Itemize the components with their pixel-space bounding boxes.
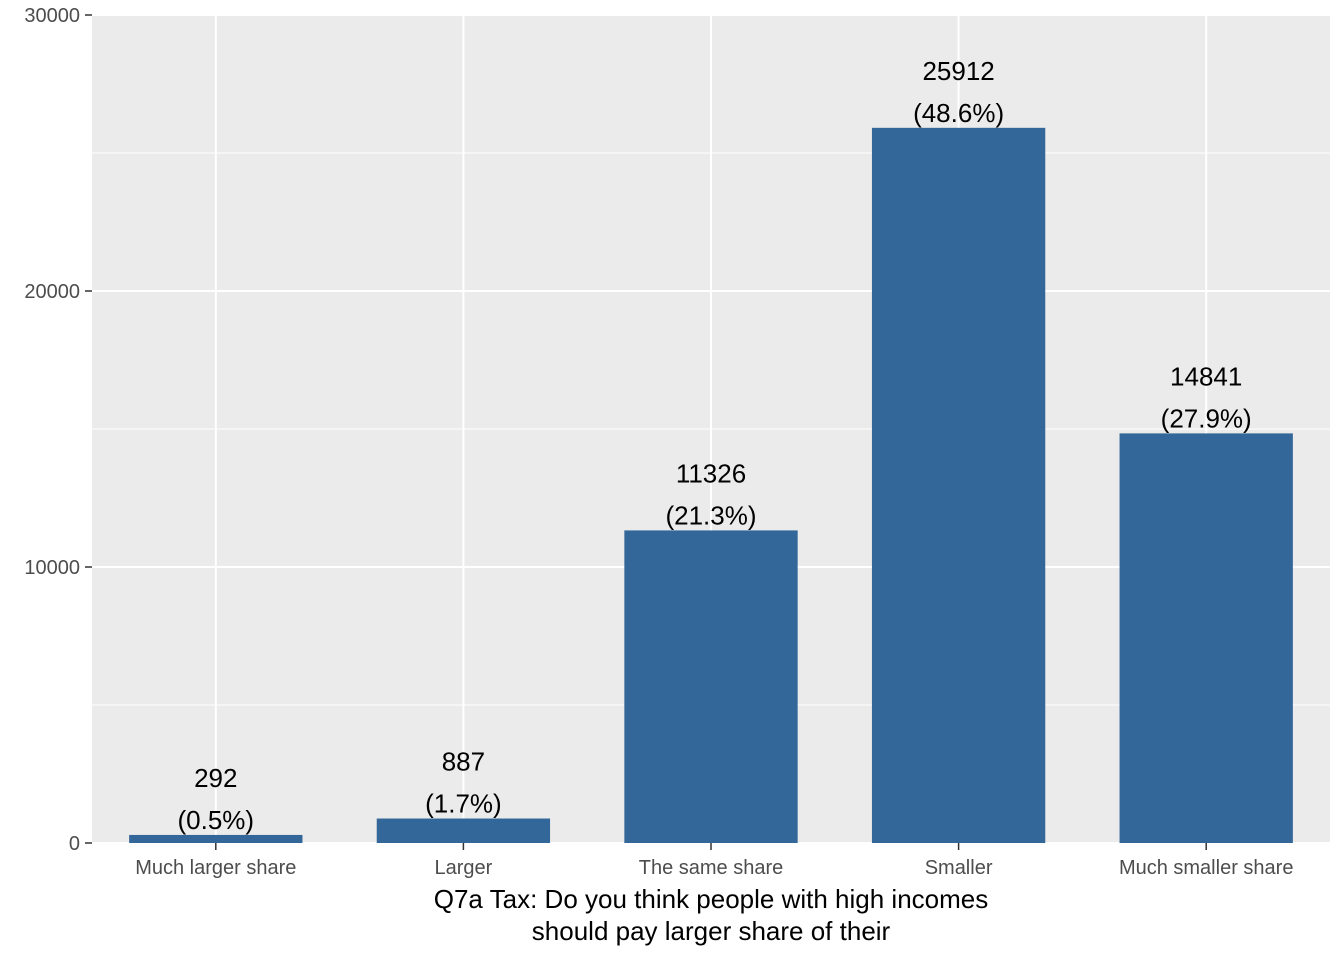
bar-value-label: 11326 [676,458,746,488]
bar [376,818,551,843]
bar-value-label: 292 [194,763,237,793]
bar [871,127,1046,843]
bar [1119,433,1293,843]
bars [129,127,1293,843]
x-tick-label: The same share [639,857,784,879]
bar-percent-label: (1.7%) [425,789,502,819]
bar-percent-label: (48.6%) [913,98,1004,128]
x-axis-title-line-1: Q7a Tax: Do you think people with high i… [434,884,989,914]
x-tick-label: Smaller [925,857,993,879]
x-tick-label: Much larger share [135,857,296,879]
y-axis: 0 10000 20000 30000 [24,5,92,855]
x-axis-title: Q7a Tax: Do you think people with high i… [434,884,989,946]
bar-value-label: 887 [442,747,485,777]
bar-percent-label: (0.5%) [178,805,255,835]
y-tick-label: 30000 [24,5,80,27]
bar [129,834,303,843]
y-tick-label: 20000 [24,281,80,303]
bar [624,530,798,843]
bar-value-label: 25912 [922,56,994,86]
bar-value-label: 14841 [1170,361,1242,391]
data-labels: 292 (0.5%) 887 (1.7%) 11326 (21.3%) 25912 (48.6… [178,56,1252,835]
bar-percent-label: (21.3%) [665,500,756,530]
x-tick-label: Larger [434,857,492,879]
x-tick-label: Much smaller share [1119,857,1294,879]
x-axis: Much larger share Larger The same share Sma… [135,843,1293,879]
y-tick-label: 10000 [24,557,80,579]
bar-percent-label: (27.9%) [1161,403,1252,433]
y-tick-label: 0 [69,833,80,855]
x-axis-title-line-2: should pay larger share of their [532,916,891,946]
